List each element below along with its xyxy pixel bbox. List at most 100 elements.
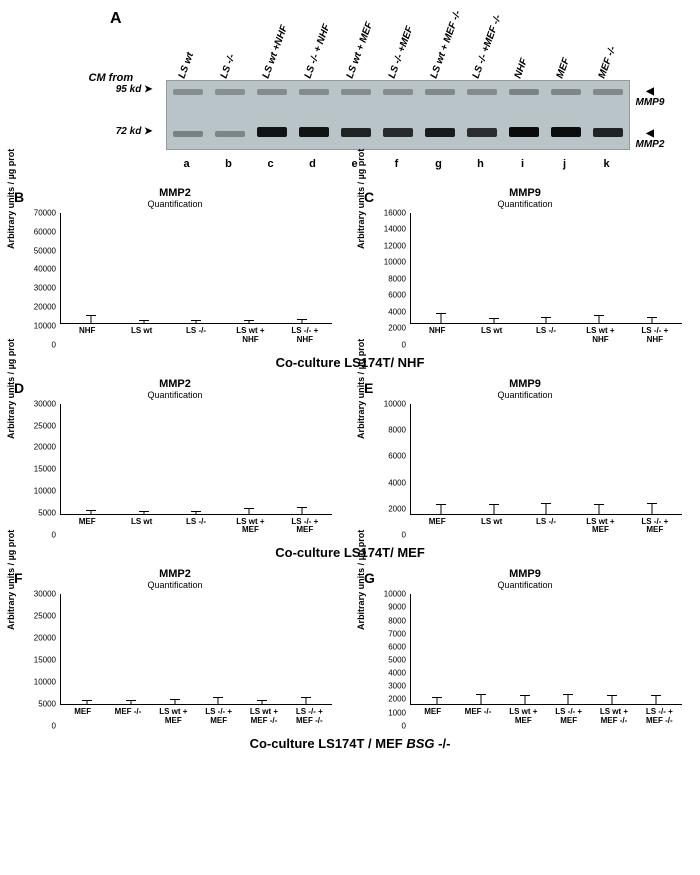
- marker-mmp2: ◀ MMP2: [636, 128, 665, 150]
- error-cap: [82, 700, 92, 701]
- x-label: LS -/- +MEF: [278, 515, 332, 536]
- plot-area: [410, 594, 682, 705]
- lane-letters: abcdefghijk: [166, 158, 630, 170]
- band-mmp2: [593, 128, 623, 137]
- y-tick: 30000: [34, 590, 56, 599]
- chart-title: MMP9: [360, 187, 690, 199]
- error-bar: [218, 697, 219, 704]
- lane-letter: h: [460, 158, 502, 170]
- error-bar: [306, 697, 307, 704]
- error-cap: [489, 504, 499, 505]
- error-cap: [301, 697, 311, 698]
- plot-area: [410, 404, 682, 515]
- lane-letter: a: [166, 158, 208, 170]
- chart-subtitle: Quantification: [360, 390, 690, 400]
- error-cap: [139, 320, 149, 321]
- error-bar: [493, 504, 494, 514]
- y-tick: 50000: [34, 246, 56, 255]
- lane-header: LS -/- +MEF: [376, 20, 418, 80]
- plot-area: [60, 404, 332, 515]
- x-label: MEF: [410, 705, 455, 726]
- x-label: LS -/- +NHF: [628, 324, 682, 345]
- y-tick: 70000: [34, 209, 56, 218]
- y-tick: 8000: [388, 274, 406, 283]
- x-label: LS wt +MEF: [223, 515, 277, 536]
- chart-title: MMP2: [10, 187, 340, 199]
- y-ticks: 050001000015000200002500030000: [22, 404, 58, 536]
- chart-subtitle: Quantification: [360, 580, 690, 590]
- x-label: LS wt: [114, 324, 168, 345]
- chart-row: BMMP2QuantificationArbitrary units / µg …: [10, 187, 690, 345]
- y-tick: 15000: [34, 465, 56, 474]
- gel-lane: [503, 81, 545, 149]
- x-label: LS wt: [114, 515, 168, 536]
- y-tick: 10000: [34, 321, 56, 330]
- x-label: MEF: [60, 705, 105, 726]
- y-tick: 3000: [388, 682, 406, 691]
- lane-letter: b: [208, 158, 250, 170]
- y-tick: 2000: [388, 695, 406, 704]
- error-cap: [170, 699, 180, 700]
- y-tick: 9000: [388, 603, 406, 612]
- band-mmp9: [425, 89, 455, 95]
- y-tick: 1000: [388, 708, 406, 717]
- band-mmp9: [593, 89, 623, 95]
- gel-lane: [419, 81, 461, 149]
- y-ticks: 0200040006000800010000: [372, 404, 408, 536]
- error-cap: [244, 508, 254, 509]
- marker-95kd: 95 kd ➤: [71, 84, 153, 95]
- error-cap: [520, 695, 530, 696]
- gel-lane: [167, 81, 209, 149]
- x-label: LS -/- +NHF: [278, 324, 332, 345]
- lane-header: MEF -/-: [586, 20, 628, 80]
- x-label: LS wt: [464, 324, 518, 345]
- chart-C: CMMP9QuantificationArbitrary units / µg …: [360, 187, 690, 345]
- error-cap: [244, 320, 254, 321]
- band-mmp2: [341, 128, 371, 137]
- error-cap: [594, 504, 604, 505]
- lane-header: LS wt +NHF: [250, 20, 292, 80]
- error-bar: [599, 504, 600, 514]
- error-cap: [541, 503, 551, 504]
- x-label: LS -/- +MEF: [628, 515, 682, 536]
- lane-letter: g: [418, 158, 460, 170]
- gel-container: LS wtLS -/-LS wt +NHFLS -/- + NHFLS wt +…: [71, 20, 630, 170]
- marker-72kd: 72 kd ➤: [71, 126, 153, 137]
- y-tick: 10000: [384, 590, 406, 599]
- error-cap: [607, 695, 617, 696]
- lane-header: NHF: [502, 20, 544, 80]
- chart-subtitle: Quantification: [10, 199, 340, 209]
- y-tick: 4000: [388, 669, 406, 678]
- y-tick: 40000: [34, 265, 56, 274]
- lane-header: MEF: [544, 20, 586, 80]
- chart-subtitle: Quantification: [10, 580, 340, 590]
- band-mmp2: [383, 128, 413, 137]
- marker-mmp9: ◀ MMP9: [636, 86, 665, 108]
- error-cap: [594, 315, 604, 316]
- error-bar: [441, 313, 442, 323]
- y-tick: 10000: [34, 487, 56, 496]
- band-mmp9: [215, 89, 245, 95]
- lane-header: LS wt + MEF: [334, 20, 376, 80]
- y-ticks: 010000200003000040000500006000070000: [22, 213, 58, 345]
- y-tick: 0: [52, 340, 56, 349]
- y-axis-label: Arbitrary units / µg prot: [356, 530, 366, 630]
- error-cap: [297, 507, 307, 508]
- x-labels: MEFMEF -/-LS wt +MEFLS -/- +MEFLS wt +ME…: [410, 705, 682, 726]
- band-mmp9: [509, 89, 539, 95]
- chart-F: FMMP2QuantificationArbitrary units / µg …: [10, 568, 340, 726]
- chart-subtitle: Quantification: [360, 199, 690, 209]
- lane-letter: e: [334, 158, 376, 170]
- error-bar: [568, 694, 569, 704]
- y-ticks: 0100020003000400050006000700080009000100…: [372, 594, 408, 726]
- panel-a: A LS wtLS -/-LS wt +NHFLS -/- + NHFLS wt…: [10, 10, 690, 172]
- x-label: LS wt +MEF: [151, 705, 196, 726]
- y-tick: 12000: [384, 241, 406, 250]
- x-label: MEF: [60, 515, 114, 536]
- y-tick: 5000: [38, 699, 56, 708]
- band-mmp2: [425, 128, 455, 138]
- plot-area: [60, 594, 332, 705]
- y-ticks: 0200040006000800010000120001400016000: [372, 213, 408, 345]
- y-tick: 30000: [34, 399, 56, 408]
- lane-letter: k: [586, 158, 628, 170]
